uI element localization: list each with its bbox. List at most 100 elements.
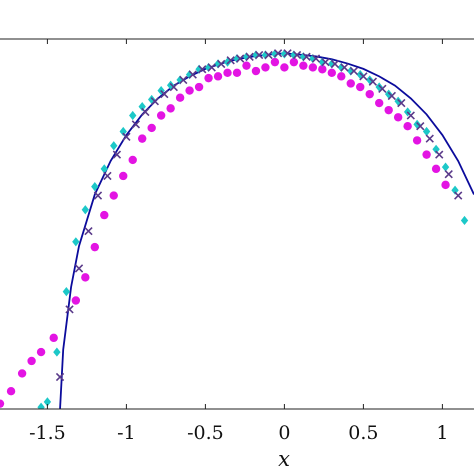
cross-marker: [321, 57, 330, 67]
diamond-marker: [62, 286, 71, 297]
diamond-marker: [299, 52, 308, 62]
cross-marker: [226, 56, 235, 65]
diamond-marker: [356, 69, 364, 80]
diamond-marker: [166, 80, 175, 90]
circle-marker: [109, 191, 118, 200]
cross-marker: [378, 84, 387, 93]
cross-marker: [330, 59, 340, 69]
circle-marker: [232, 68, 242, 77]
circle-marker: [204, 73, 213, 83]
cross-marker: [454, 191, 463, 200]
cross-marker: [207, 63, 216, 72]
x-tick-label: -1.5: [29, 422, 66, 444]
circle-marker: [403, 121, 412, 131]
circle-marker: [156, 111, 166, 120]
circle-marker: [346, 79, 355, 88]
cross-marker: [160, 89, 169, 99]
diamond-marker: [110, 141, 118, 151]
cross-marker: [406, 111, 415, 120]
cross-marker: [112, 150, 122, 159]
cross-marker: [444, 170, 453, 179]
cross-marker: [131, 120, 141, 129]
cross-marker: [179, 75, 188, 85]
cross-marker: [359, 72, 368, 81]
cross-marker: [311, 54, 321, 63]
plot-area: [0, 49, 474, 409]
circle-marker: [270, 57, 280, 67]
cross-marker: [141, 107, 150, 117]
circle-marker: [289, 57, 299, 67]
cross-marker: [235, 54, 245, 63]
cross-marker: [273, 49, 283, 58]
cross-marker: [283, 49, 292, 58]
circle-marker: [81, 273, 90, 282]
cross-marker: [368, 77, 378, 86]
circle-marker: [119, 171, 128, 181]
diamond-marker: [72, 237, 80, 247]
cross-marker: [93, 191, 103, 200]
cross-marker: [302, 52, 311, 61]
circle-marker: [261, 63, 270, 72]
diamond-marker: [204, 62, 213, 73]
cross-marker: [387, 91, 397, 101]
cross-marker: [188, 70, 197, 79]
circle-marker: [27, 356, 36, 366]
cross-marker: [264, 50, 273, 60]
circle-marker: [242, 61, 251, 70]
cross-marker: [122, 132, 131, 142]
axes: -1.5 -1 -0.5 0 0.5 1: [0, 38, 474, 444]
circle-marker: [412, 136, 422, 145]
circle-marker: [280, 63, 289, 72]
circle-marker: [356, 82, 365, 92]
diamond-marker: [138, 101, 146, 112]
diamond-marker: [328, 59, 336, 69]
circle-marker: [384, 105, 393, 115]
cross-marker: [55, 372, 65, 382]
cross-marker: [416, 121, 425, 131]
diamond-marker: [129, 110, 137, 121]
circle-marker: [318, 65, 327, 74]
cross-marker: [217, 59, 226, 69]
diamond-marker: [100, 164, 108, 174]
circle-marker: [441, 180, 450, 190]
circle-marker: [90, 242, 100, 252]
x-axis-label: x: [278, 447, 290, 471]
circle-marker: [185, 86, 194, 95]
circle-marker: [422, 150, 431, 159]
circle-marker: [337, 72, 346, 81]
diamond-marker: [460, 215, 469, 226]
diamond-marker: [53, 347, 61, 357]
circle-marker: [375, 98, 384, 108]
circle-marker: [251, 66, 261, 76]
circle-marker: [71, 296, 81, 305]
x-tick-label: -0.5: [187, 422, 224, 444]
x-tick-label: 1: [436, 422, 448, 444]
cross-marker: [435, 150, 444, 159]
circle-marker: [393, 113, 403, 122]
diamond-marker: [81, 205, 89, 215]
circle-marker: [6, 387, 16, 396]
diamond-marker: [242, 52, 251, 62]
cross-marker: [84, 226, 93, 236]
circle-marker: [17, 369, 27, 378]
circle-marker: [308, 63, 318, 72]
cross-marker: [245, 52, 254, 61]
diamond-marker: [37, 402, 45, 409]
cross-marker: [74, 264, 84, 273]
diamond-marker: [252, 50, 260, 60]
circle-marker: [365, 89, 374, 99]
cross-marker: [103, 171, 112, 181]
diamond-marker: [119, 126, 127, 137]
circle-marker: [166, 104, 175, 113]
diamond-marker: [422, 126, 431, 137]
circle-marker: [138, 134, 147, 143]
circle-marker: [128, 155, 137, 165]
circle-marker: [213, 72, 223, 81]
cross-marker: [198, 65, 207, 74]
diamond-marker: [451, 185, 459, 195]
circle-marker: [147, 123, 156, 133]
circle-marker: [49, 333, 58, 343]
cross-marker: [65, 305, 74, 314]
circle-marker: [36, 347, 46, 357]
